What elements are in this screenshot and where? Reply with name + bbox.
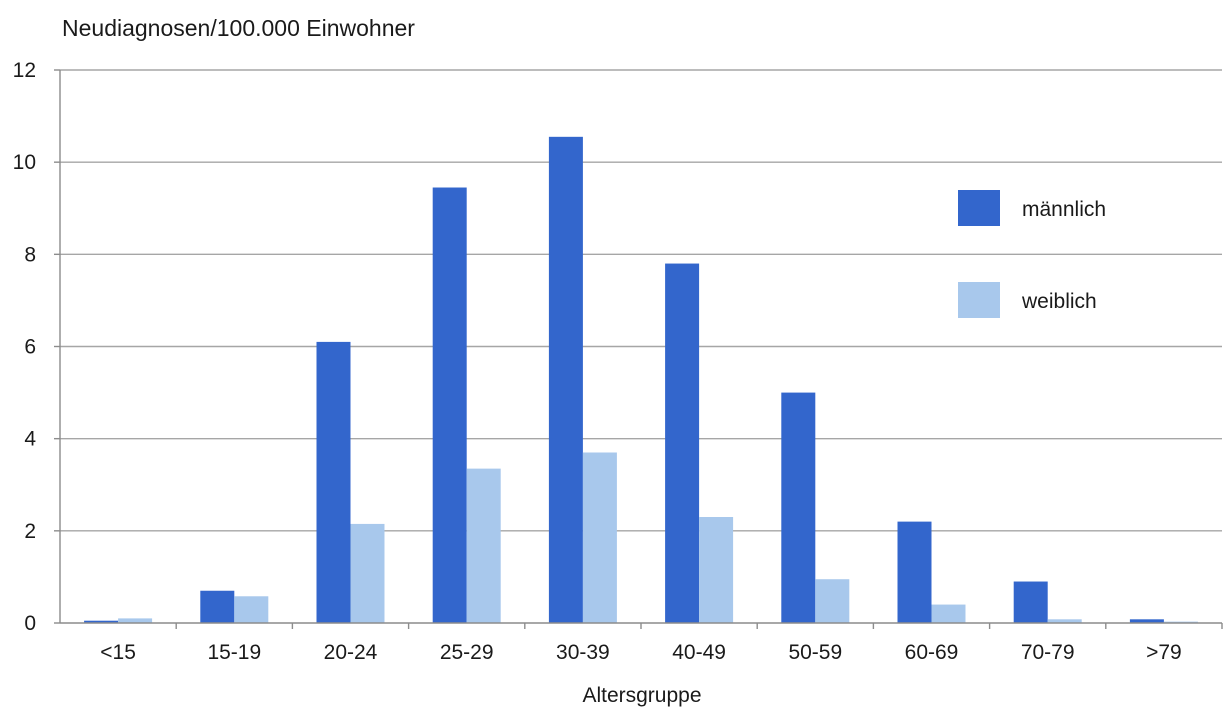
x-tick-label: >79 bbox=[1146, 641, 1182, 664]
y-tick-label: 4 bbox=[24, 428, 36, 451]
bars bbox=[84, 136, 1198, 623]
bar-weiblich bbox=[1047, 619, 1082, 623]
y-tick-label: 2 bbox=[24, 520, 36, 543]
legend-swatch bbox=[958, 282, 1000, 318]
bar-maennlich bbox=[200, 590, 235, 623]
x-tick-label: 25-29 bbox=[440, 641, 494, 664]
bar-weiblich bbox=[234, 596, 269, 623]
bar-weiblich bbox=[699, 517, 734, 623]
x-tick-label: 70-79 bbox=[1021, 641, 1075, 664]
y-tick-label: 0 bbox=[24, 612, 36, 635]
bar-weiblich bbox=[582, 452, 617, 623]
y-tick-label: 6 bbox=[24, 336, 36, 359]
bar-maennlich bbox=[84, 620, 119, 623]
bar-maennlich bbox=[1013, 581, 1048, 623]
x-tick-label: 50-59 bbox=[788, 641, 842, 664]
bar-weiblich bbox=[931, 604, 966, 623]
x-tick-label: 15-19 bbox=[207, 641, 261, 664]
bar-weiblich bbox=[350, 523, 385, 623]
grid-lines bbox=[60, 69, 1222, 532]
bar-weiblich bbox=[118, 618, 153, 623]
bar-maennlich bbox=[548, 136, 583, 623]
x-tick-label: 20-24 bbox=[324, 641, 378, 664]
axes: 0 2 4 6 8 10 12 <15 15-19 20-24 25-29 30-39 40-49 50-… bbox=[13, 59, 1223, 664]
bar-maennlich bbox=[432, 187, 467, 623]
x-tick-label: 30-39 bbox=[556, 641, 610, 664]
bar-weiblich bbox=[466, 468, 501, 623]
bar-maennlich bbox=[316, 341, 351, 623]
bar-weiblich bbox=[815, 579, 850, 623]
bar-maennlich bbox=[665, 263, 700, 623]
y-tick-label: 8 bbox=[24, 243, 36, 266]
legend-swatch bbox=[958, 190, 1000, 226]
y-tick-label: 12 bbox=[13, 59, 36, 82]
x-tick-label: 40-49 bbox=[672, 641, 726, 664]
x-tick-label: 60-69 bbox=[905, 641, 959, 664]
bar-maennlich bbox=[897, 521, 932, 623]
legend-label: weiblich bbox=[1021, 290, 1097, 313]
legend-label: männlich bbox=[1022, 198, 1106, 221]
bar-maennlich bbox=[781, 392, 816, 623]
legend: männlich weiblich bbox=[958, 190, 1106, 318]
bar-maennlich bbox=[1129, 619, 1164, 623]
x-axis-label: Altersgruppe bbox=[582, 684, 701, 707]
chart-title: Neudiagnosen/100.000 Einwohner bbox=[62, 15, 415, 41]
y-tick-label: 10 bbox=[13, 151, 36, 174]
x-tick-label: <15 bbox=[100, 641, 136, 664]
